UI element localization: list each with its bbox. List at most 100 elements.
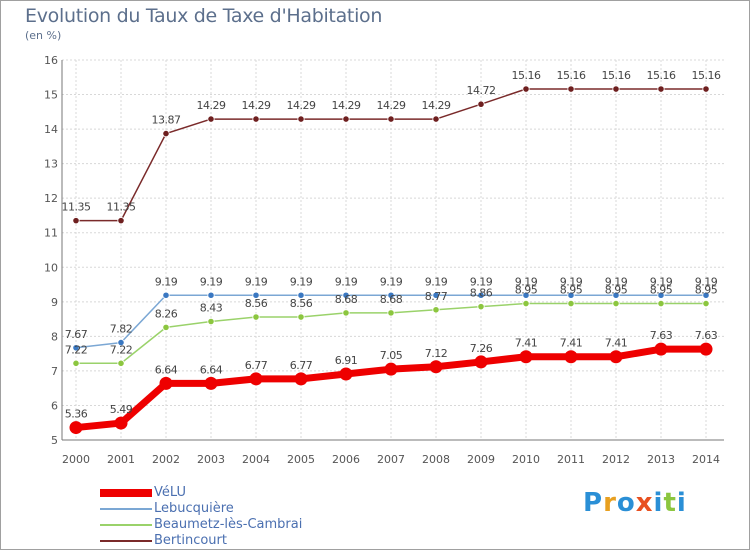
logo-letter: o (616, 488, 636, 518)
data-point (297, 291, 305, 299)
data-point (702, 85, 710, 93)
data-label: 8.95 (605, 284, 628, 297)
data-label: 9.19 (155, 275, 178, 288)
data-label: 9.19 (380, 275, 403, 288)
data-point (204, 376, 218, 390)
data-label: 11.35 (62, 201, 91, 214)
data-point (249, 372, 263, 386)
logo-letter: i (653, 488, 664, 518)
data-label: 8.56 (290, 297, 313, 310)
y-tick-label: 13 (44, 158, 58, 171)
x-tick-label: 2003 (197, 453, 225, 466)
data-label: 15.16 (602, 69, 631, 82)
data-point (612, 85, 620, 93)
data-label: 7.12 (425, 347, 448, 360)
data-point (522, 299, 530, 308)
data-point (432, 306, 440, 314)
chart-unit: (en %) (25, 29, 62, 42)
data-label: 7.26 (470, 342, 493, 355)
data-point (522, 85, 530, 93)
data-point (567, 299, 575, 308)
data-point (117, 217, 125, 225)
logo-letter: x (635, 488, 654, 518)
data-point (294, 372, 308, 386)
data-point (567, 291, 575, 299)
data-point (564, 350, 578, 364)
data-point (69, 421, 83, 435)
data-label: 5.49 (110, 403, 133, 416)
data-label: 9.19 (515, 275, 538, 288)
x-tick-label: 2004 (242, 453, 270, 466)
data-label: 15.16 (692, 69, 721, 82)
data-point (252, 291, 260, 299)
data-label: 15.16 (512, 69, 541, 82)
data-point (429, 360, 443, 374)
data-label: 7.63 (695, 329, 718, 342)
data-label: 14.29 (287, 99, 316, 112)
y-tick-label: 6 (51, 399, 58, 412)
legend-label: VéLU (154, 485, 186, 500)
data-point (387, 291, 395, 299)
data-label: 6.77 (245, 359, 268, 372)
data-point (162, 323, 170, 331)
y-tick-label: 16 (44, 54, 58, 67)
logo-letter: i (676, 488, 687, 518)
data-point (567, 85, 575, 93)
y-tick-label: 15 (44, 89, 58, 102)
data-point (72, 344, 80, 352)
data-label: 14.72 (467, 84, 496, 97)
legend-swatch (100, 508, 152, 510)
data-label: 5.36 (65, 408, 88, 421)
data-label: 7.05 (380, 349, 403, 362)
y-tick-label: 12 (44, 192, 58, 205)
data-label: 9.19 (695, 275, 718, 288)
chart-title: Evolution du Taux de Taxe d'Habitation (25, 5, 383, 27)
data-point (702, 291, 710, 299)
data-point (342, 291, 350, 299)
data-point (387, 309, 395, 317)
data-label: 8.26 (155, 307, 178, 320)
legend-swatch (100, 540, 152, 542)
logo-letter: t (663, 488, 677, 518)
data-label: 7.41 (515, 337, 538, 350)
data-point (207, 317, 215, 326)
data-point (654, 342, 668, 356)
data-label: 8.95 (560, 284, 583, 297)
data-label: 13.87 (152, 114, 181, 127)
data-label: 7.41 (560, 337, 583, 350)
y-tick-label: 8 (51, 330, 58, 343)
data-label: 14.29 (242, 99, 271, 112)
x-tick-label: 2014 (692, 453, 720, 466)
data-label: 9.19 (245, 275, 268, 288)
x-tick-label: 2010 (512, 453, 540, 466)
data-point (252, 313, 260, 321)
logo-letter: P (583, 488, 604, 518)
data-label: 9.19 (200, 275, 223, 288)
data-label: 6.64 (155, 363, 178, 376)
data-point (162, 291, 170, 299)
data-point (207, 291, 215, 299)
data-label: 9.19 (335, 275, 358, 288)
data-label: 7.67 (65, 328, 88, 341)
data-label: 6.77 (290, 359, 313, 372)
data-label: 8.95 (695, 284, 718, 297)
data-label: 9.19 (290, 275, 313, 288)
data-point (657, 85, 665, 93)
data-point (72, 217, 80, 225)
data-label: 7.82 (110, 323, 133, 336)
data-point (342, 309, 350, 317)
data-point (474, 355, 488, 369)
data-label: 8.56 (245, 297, 268, 310)
logo-letter: r (603, 488, 617, 518)
data-label: 6.64 (200, 363, 223, 376)
x-tick-label: 2012 (602, 453, 630, 466)
data-point (384, 362, 398, 376)
data-label: 15.16 (647, 69, 676, 82)
legend-label: Beaumetz-lès-Cambrai (154, 517, 303, 532)
data-label: 14.29 (422, 99, 451, 112)
proxiti-logo: Proxiti (583, 488, 687, 518)
data-point (657, 291, 665, 299)
data-label: 7.41 (605, 337, 628, 350)
legend-swatch (100, 524, 152, 526)
